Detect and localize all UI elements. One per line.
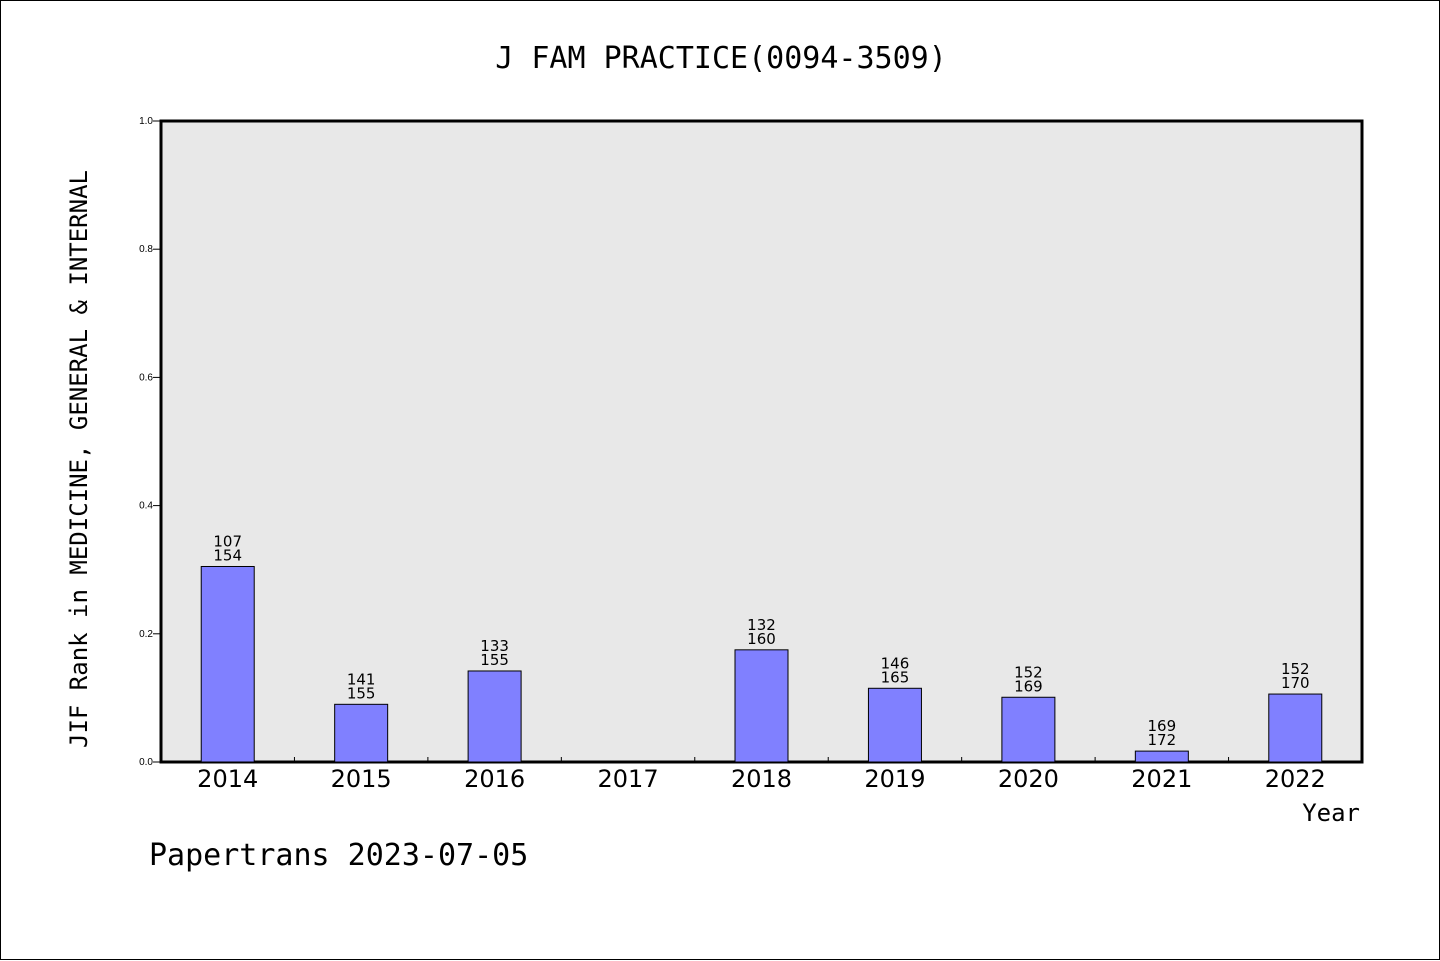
bar (734, 649, 789, 763)
bar (467, 670, 522, 763)
y-tick-label: 0.8 (139, 244, 153, 255)
x-axis: 2014 2015 2016 2017 2018 2019 2020 2021 2022 (197, 757, 1326, 793)
bar-label-rank: 133 (480, 637, 509, 655)
x-tick-label: 2017 (598, 765, 659, 793)
bar (1001, 696, 1056, 763)
y-tick-label: 0.0 (139, 757, 153, 768)
x-tick-label: 2016 (464, 765, 525, 793)
bar-label-total: 169 (1014, 677, 1043, 695)
bar-label-rank: 141 (347, 670, 376, 688)
bar-label-total: 155 (480, 651, 509, 669)
x-tick-label: 2015 (331, 765, 392, 793)
y-tick-label: 0.4 (139, 501, 153, 512)
bar-label-total: 155 (347, 684, 376, 702)
bar-label-rank: 152 (1014, 663, 1043, 681)
bar-label-total: 172 (1148, 731, 1177, 749)
bar-label-rank: 107 (213, 532, 242, 550)
y-axis: 0.0 0.2 0.4 0.6 0.8 1.0 (139, 116, 161, 768)
bar (1134, 750, 1189, 763)
y-axis-label: JIF Rank in MEDICINE, GENERAL & INTERNAL (65, 170, 93, 748)
bar-label-rank: 152 (1281, 660, 1310, 678)
footer-text: Papertrans 2023-07-05 (149, 838, 528, 873)
x-tick-label: 2022 (1265, 765, 1326, 793)
bar (334, 703, 389, 763)
y-tick-label: 1.0 (139, 116, 153, 127)
x-tick-label: 2014 (197, 765, 258, 793)
x-tick-label: 2019 (864, 765, 925, 793)
x-tick-label: 2020 (998, 765, 1059, 793)
x-axis-label: Year (1302, 799, 1360, 827)
chart-title: J FAM PRACTICE(0094-3509) (495, 41, 947, 76)
bar (1268, 693, 1323, 763)
x-tick-label: 2021 (1131, 765, 1192, 793)
bar-label-total: 165 (881, 668, 910, 686)
bar (867, 687, 922, 763)
bar-label-total: 170 (1281, 674, 1310, 692)
bar (200, 565, 255, 763)
bar-label-total: 154 (213, 546, 242, 564)
bar-label-rank: 146 (881, 654, 910, 672)
y-tick-label: 0.2 (139, 629, 153, 640)
bar-label-rank: 169 (1148, 717, 1177, 735)
bar-label-total: 160 (747, 630, 776, 648)
x-tick-label: 2018 (731, 765, 792, 793)
y-tick-label: 0.6 (139, 372, 153, 383)
bar-label-rank: 132 (747, 616, 776, 634)
